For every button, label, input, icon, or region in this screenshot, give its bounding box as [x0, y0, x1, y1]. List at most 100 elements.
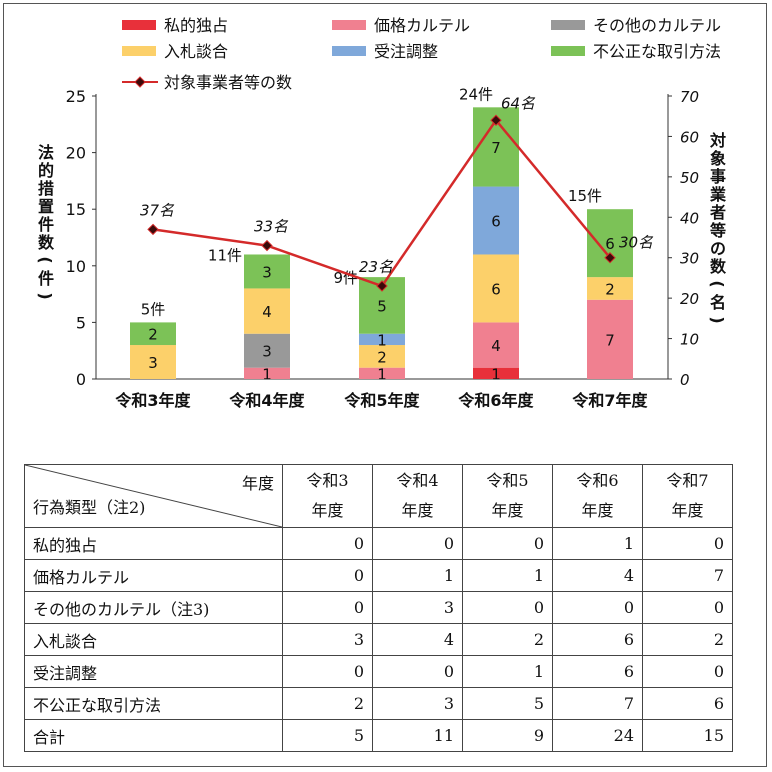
table-cell: 5 — [282, 719, 373, 752]
table-cell: 3 — [372, 687, 463, 720]
bar-value-label: 5 — [377, 297, 387, 315]
year-header: 令和7 年度 — [642, 464, 733, 528]
bar-total-label: 15件 — [568, 187, 602, 205]
y-axis-title-char: 数 — [38, 233, 55, 252]
table-cell: 15 — [642, 719, 733, 752]
bar-segment — [473, 322, 519, 368]
x-tick-label: 令和5年度 — [343, 391, 420, 410]
table-cell: 0 — [372, 655, 463, 688]
row-label: 私的独占 — [24, 527, 283, 560]
table-row: 私的独占 0 0 0 1 0 — [24, 527, 733, 560]
table-cell: 0 — [372, 527, 463, 560]
bar-segment — [130, 345, 176, 379]
y2-axis-title-char: 数 — [710, 257, 727, 276]
year-header: 令和6 年度 — [552, 464, 643, 528]
bar-value-label: 2 — [148, 326, 158, 344]
legend-swatch — [332, 20, 366, 30]
bar-value-label: 6 — [605, 235, 615, 253]
bar-segment — [244, 333, 290, 368]
bar-segment — [130, 322, 176, 346]
row-label: 受注調整 — [24, 655, 283, 688]
line-marker — [376, 280, 388, 292]
legend-swatch — [551, 46, 585, 56]
bar-value-label: 7 — [491, 139, 501, 157]
table-cell: 1 — [462, 655, 553, 688]
bar-value-label: 4 — [491, 337, 501, 355]
table-cell: 1 — [552, 527, 643, 560]
legend-swatch — [122, 46, 156, 56]
year-header: 令和3 年度 — [282, 464, 373, 528]
y2-tick-label: 20 — [680, 290, 699, 308]
table-cell: 0 — [552, 591, 643, 624]
legend-marker — [134, 76, 146, 88]
table-cell: 1 — [372, 559, 463, 592]
table-cell: 9 — [462, 719, 553, 752]
y2-axis-title-char: 事 — [710, 167, 726, 186]
y-axis-title-char: 措 — [38, 179, 54, 198]
y-axis-title-char: 件 — [38, 215, 54, 234]
figure-frame — [3, 3, 767, 767]
bar-segment — [244, 254, 290, 289]
bar-total-label: 9件 — [333, 269, 358, 287]
bar-segment — [473, 367, 519, 379]
x-tick-label: 令和4年度 — [228, 391, 305, 410]
corner-type-label: 行為類型（注2) — [33, 498, 146, 517]
row-label: その他のカルテル（注3) — [24, 591, 283, 624]
x-tick-label: 令和6年度 — [457, 391, 534, 410]
table-body: 私的独占 0 0 0 1 0 価格カルテル 0 1 1 4 7 その他のカルテル（注3) 0 3 0 0 0 入札談… — [24, 527, 733, 752]
table-cell: 6 — [552, 655, 643, 688]
table-row: 価格カルテル 0 1 1 4 7 — [24, 559, 733, 592]
legend-swatch — [551, 20, 585, 30]
table-cell: 1 — [462, 559, 553, 592]
table-cell: 0 — [282, 591, 373, 624]
table-cell: 6 — [552, 623, 643, 656]
table-cell: 4 — [552, 559, 643, 592]
year-header: 令和5 年度 — [462, 464, 553, 528]
line-value-label: 37名 — [140, 201, 175, 219]
line-value-label: 33名 — [254, 218, 289, 236]
line-value-label: 64名 — [501, 94, 536, 112]
y-axis-title-char: ( — [36, 256, 55, 263]
y2-tick-label: 60 — [680, 128, 699, 146]
bar-value-label: 3 — [262, 343, 272, 361]
table-header-row: 年度 行為類型（注2) 令和3 年度 令和4 年度 令和5 年度 令和6 年度 令和7 年… — [24, 464, 733, 528]
bar-value-label: 1 — [491, 365, 501, 383]
table-cell: 24 — [552, 719, 643, 752]
legend-swatch — [332, 46, 366, 56]
table-corner-cell: 年度 行為類型（注2) — [24, 464, 283, 528]
bar-segment — [587, 299, 633, 379]
y2-tick-label: 10 — [680, 331, 699, 349]
bar-total-label: 5件 — [141, 300, 166, 318]
y-axis-title-char: ) — [36, 292, 55, 299]
row-label: 価格カルテル — [24, 559, 283, 592]
line-marker — [604, 252, 616, 264]
legend-label: 対象事業者等の数 — [164, 73, 292, 92]
bar-total-label: 24件 — [459, 85, 493, 103]
bar-value-label: 4 — [262, 303, 272, 321]
y-tick-label: 10 — [66, 257, 86, 276]
y2-tick-label: 70 — [680, 88, 699, 106]
y2-axis-title-char: 等 — [709, 221, 726, 240]
bar-total-label: 11件 — [208, 246, 242, 264]
year-header: 令和4 年度 — [372, 464, 463, 528]
bar-value-label: 7 — [605, 331, 615, 349]
y2-tick-label: 30 — [680, 250, 699, 268]
bar-segment — [359, 345, 405, 368]
x-tick-label: 令和3年度 — [114, 391, 191, 410]
legend-label: 不公正な取引方法 — [593, 42, 721, 61]
bar-segment — [244, 288, 290, 334]
table-row: 不公正な取引方法 2 3 5 7 6 — [24, 687, 733, 720]
bar-segment — [473, 186, 519, 255]
bar-value-label: 3 — [262, 263, 272, 281]
legend-label: 入札談合 — [164, 42, 228, 61]
legend-swatch — [122, 20, 156, 30]
x-tick-label: 令和7年度 — [571, 391, 648, 410]
y2-axis-title-char: 対 — [709, 131, 726, 150]
table-cell: 2 — [462, 623, 553, 656]
table-cell: 3 — [372, 591, 463, 624]
row-label: 入札談合 — [24, 623, 283, 656]
table-cell: 0 — [642, 527, 733, 560]
row-label: 不公正な取引方法 — [24, 687, 283, 720]
y-axis-title-char: 件 — [38, 269, 54, 288]
table-cell: 0 — [642, 591, 733, 624]
